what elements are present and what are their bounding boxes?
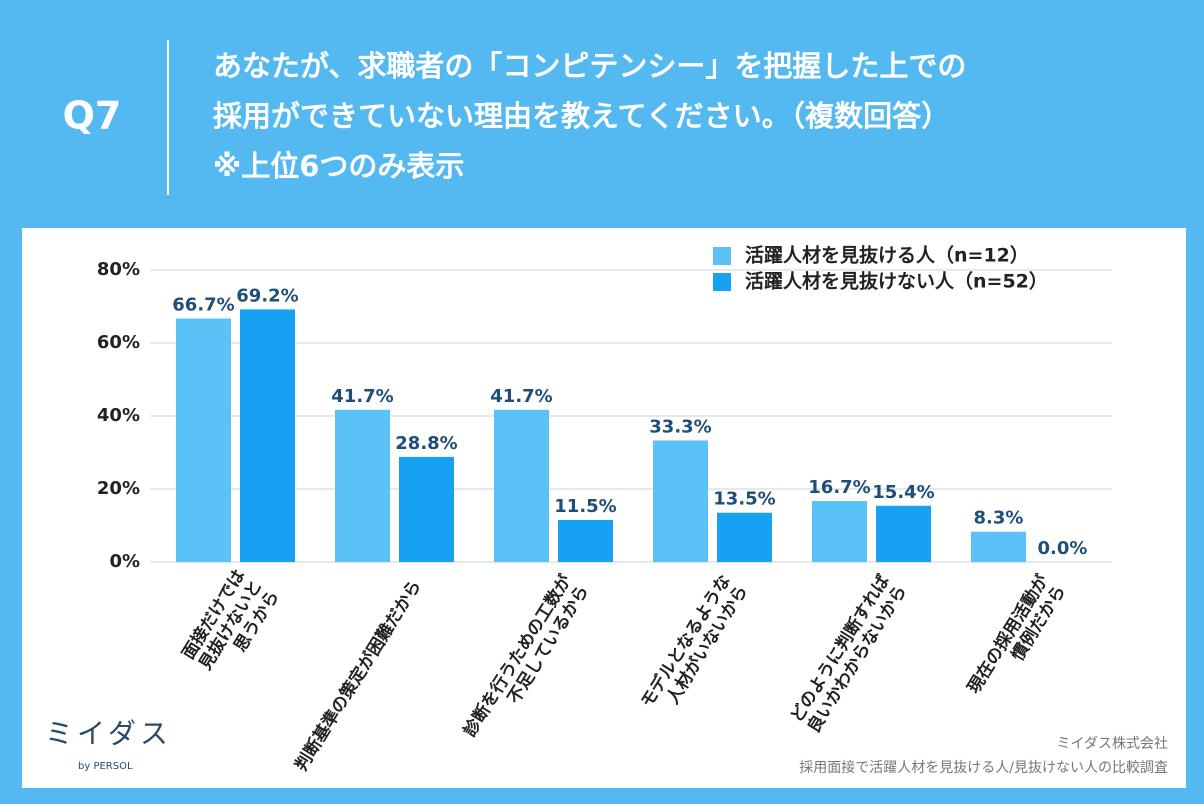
value-label: 41.7%: [490, 386, 552, 407]
y-tick-label: 60%: [97, 332, 140, 353]
value-label: 66.7%: [172, 295, 234, 316]
value-label: 69.2%: [236, 285, 298, 306]
title-line: あなたが、求職者の「コンピテンシー」を把握した上での: [213, 49, 966, 83]
bar: [717, 512, 772, 562]
bar: [176, 318, 231, 562]
bar: [558, 520, 613, 562]
bar: [240, 309, 295, 562]
bar: [653, 440, 708, 562]
value-label: 0.0%: [1038, 538, 1088, 559]
question-label: Q7: [63, 94, 122, 138]
y-tick-label: 0%: [109, 551, 140, 572]
value-label: 13.5%: [713, 489, 775, 510]
value-label: 16.7%: [808, 477, 870, 498]
value-label: 28.8%: [395, 433, 457, 454]
bar: [335, 409, 390, 562]
value-label: 33.3%: [649, 416, 711, 437]
logo: ミイダス: [45, 717, 172, 750]
bar: [812, 501, 867, 562]
y-tick-label: 80%: [97, 259, 140, 280]
bar: [399, 456, 454, 562]
title-line: 採用ができていない理由を教えてください。（複数回答）: [213, 99, 950, 133]
bar: [876, 505, 931, 562]
bar: [971, 531, 1026, 562]
legend-swatch: [713, 247, 731, 265]
source: ミイダス株式会社: [1057, 736, 1168, 752]
y-tick-label: 40%: [97, 405, 140, 426]
title-line: ※上位6つのみ表示: [213, 149, 464, 183]
value-label: 15.4%: [872, 482, 934, 503]
legend-swatch: [713, 273, 731, 291]
value-label: 41.7%: [331, 386, 393, 407]
y-tick-label: 20%: [97, 478, 140, 499]
value-label: 8.3%: [974, 508, 1024, 529]
bar: [494, 409, 549, 562]
logo-sub: by PERSOL: [78, 761, 133, 772]
legend-label: 活躍人材を見抜けない人（n=52）: [745, 270, 1048, 293]
value-label: 11.5%: [554, 496, 616, 517]
source: 採用面接で活躍人材を見抜ける人/見抜けない人の比較調査: [799, 759, 1168, 776]
legend-label: 活躍人材を見抜ける人（n=12）: [745, 244, 1029, 267]
